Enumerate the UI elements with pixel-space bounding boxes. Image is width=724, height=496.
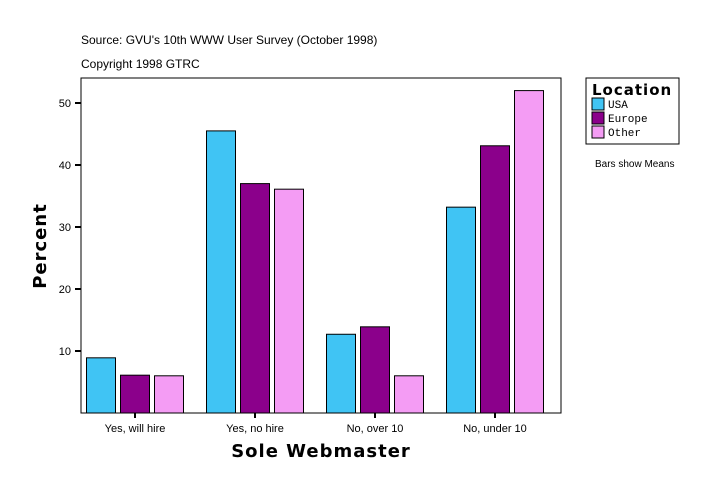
bar-usa: [206, 130, 236, 414]
x-tick-label: Yes, will hire: [105, 423, 166, 435]
x-tick-label: No, over 10: [347, 423, 404, 435]
legend-title: Location: [592, 81, 672, 99]
y-axis-title: Percent: [30, 203, 51, 289]
y-tick-label: 50: [59, 98, 71, 110]
x-tick-label: No, under 10: [463, 423, 527, 435]
bar-other: [274, 188, 304, 414]
source-text: Source: GVU's 10th WWW User Survey (Octo…: [81, 33, 377, 47]
x-axis-title: Sole Webmaster: [231, 441, 411, 462]
legend-label-other: Other: [608, 128, 641, 140]
y-tick-label: 40: [59, 160, 71, 172]
bar-europe: [360, 326, 390, 414]
bar-usa: [86, 357, 116, 414]
bar-usa: [326, 333, 356, 414]
bar-europe: [480, 145, 510, 414]
bar-other: [154, 375, 184, 414]
legend: Location USA Europe Other: [585, 77, 680, 145]
legend-swatch-europe: [591, 111, 605, 125]
legend-label-usa: USA: [608, 100, 628, 112]
legend-swatch-usa: [591, 97, 605, 111]
bar-europe: [120, 374, 150, 414]
legend-swatch-other: [591, 125, 605, 139]
y-tick-label: 10: [59, 346, 71, 358]
y-tick-label: 20: [59, 284, 71, 296]
legend-label-europe: Europe: [608, 114, 648, 126]
bars-note: Bars show Means: [595, 159, 674, 170]
copyright-text: Copyright 1998 GTRC: [81, 57, 200, 71]
y-tick-label: 30: [59, 222, 71, 234]
x-tick-label: Yes, no hire: [226, 423, 284, 435]
bar-usa: [446, 206, 476, 414]
legend-box: [585, 77, 680, 145]
bar-other: [394, 375, 424, 414]
bar-other: [514, 90, 544, 414]
bar-europe: [240, 183, 270, 414]
